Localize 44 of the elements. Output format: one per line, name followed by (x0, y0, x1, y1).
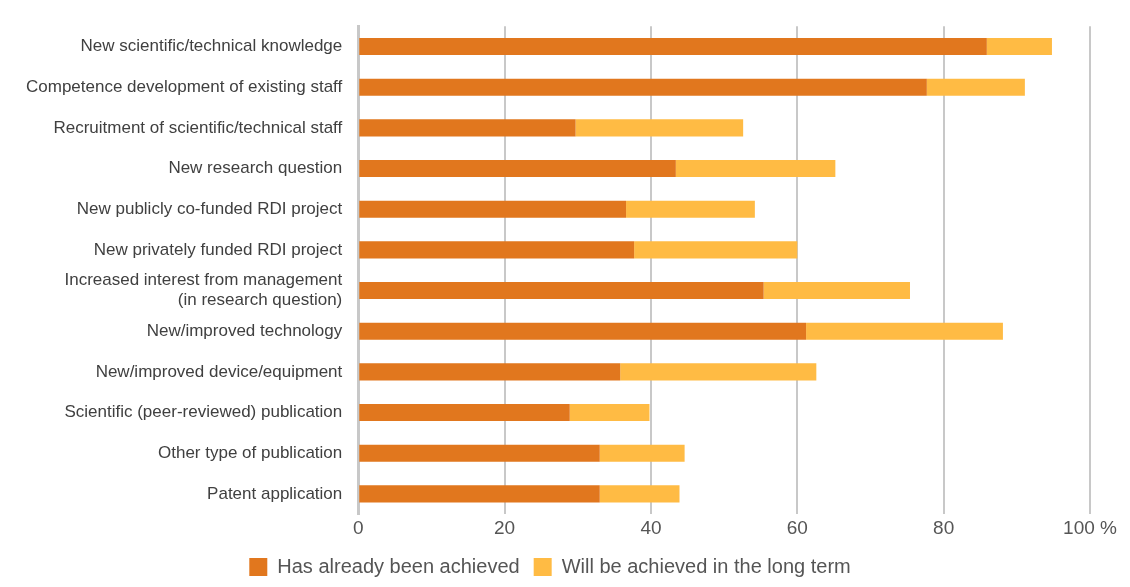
x-tick-label: 100 % (1063, 516, 1118, 538)
bar (359, 444, 600, 462)
y-tick-label: New scientific/technical knowledge (80, 36, 343, 56)
bar (359, 485, 600, 503)
bar (620, 363, 817, 381)
bar (575, 119, 744, 137)
bar (359, 403, 570, 422)
x-tick-label: 20 (494, 516, 516, 538)
bar (359, 78, 927, 96)
bar (926, 78, 1025, 96)
y-tick-label: Patent application (207, 483, 343, 503)
bar (359, 322, 807, 340)
x-tick-label: 40 (640, 516, 662, 538)
y-tick-label: Competence development of existing staff (25, 76, 343, 96)
legend-label: Has already been achieved (277, 554, 520, 577)
x-tick-label: 60 (786, 516, 808, 538)
y-tick-label: New privately funded RDI project (93, 239, 343, 259)
bar (569, 403, 650, 422)
bar (359, 200, 627, 218)
bar (359, 37, 987, 56)
bar (634, 241, 798, 259)
y-tick-label: Scientific (peer-reviewed) publication (64, 402, 343, 422)
bar (359, 159, 676, 178)
y-tick-label: New/improved device/equipment (95, 361, 343, 381)
bar (675, 159, 836, 178)
bar (599, 444, 685, 462)
x-tick-label: 0 (352, 516, 364, 538)
y-tick-label: Increased interest from management (in research question) (64, 270, 343, 310)
bar (763, 281, 910, 300)
bar (626, 200, 755, 218)
x-tick-label: 80 (933, 516, 955, 538)
y-tick-label: New publicly co-funded RDI project (76, 198, 343, 218)
legend-label: Will be achieved in the long term (561, 554, 851, 577)
y-tick-label: New/improved technology (146, 320, 343, 340)
bar (599, 485, 680, 503)
bar (359, 241, 635, 259)
y-tick-label: New research question (168, 158, 343, 178)
bar (359, 363, 621, 381)
bar (986, 37, 1052, 56)
bar (359, 119, 576, 137)
y-tick-label: Other type of publication (157, 442, 343, 462)
y-tick-label: Recruitment of scientific/technical staff (53, 117, 343, 137)
bar (806, 322, 1003, 340)
bar (359, 281, 764, 300)
